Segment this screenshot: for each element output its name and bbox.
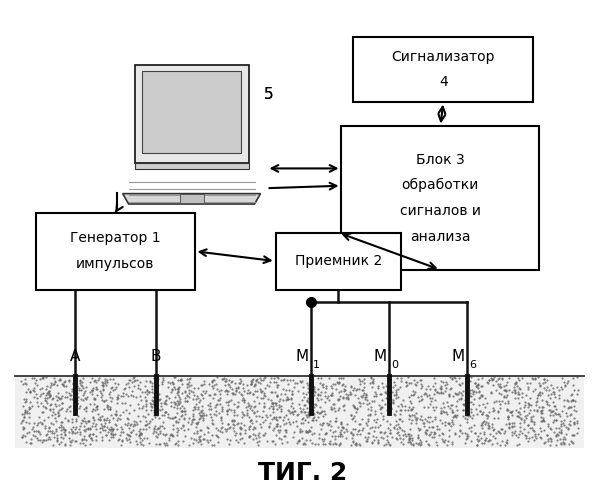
Text: В: В — [151, 348, 161, 364]
Polygon shape — [123, 194, 261, 204]
Text: М: М — [452, 348, 465, 364]
Text: 1: 1 — [313, 360, 320, 370]
FancyBboxPatch shape — [180, 194, 204, 202]
Text: 5: 5 — [264, 87, 273, 102]
Text: импульсов: импульсов — [76, 257, 154, 271]
Text: 5: 5 — [264, 87, 273, 102]
Text: А: А — [70, 348, 80, 364]
FancyBboxPatch shape — [353, 38, 533, 102]
Text: Приемник 2: Приемник 2 — [295, 254, 382, 268]
Text: 0: 0 — [391, 360, 398, 370]
FancyBboxPatch shape — [135, 64, 249, 164]
FancyBboxPatch shape — [142, 70, 241, 152]
Text: 4: 4 — [439, 76, 448, 90]
Text: М: М — [374, 348, 387, 364]
Text: ΤИГ. 2: ΤИГ. 2 — [258, 461, 347, 485]
FancyBboxPatch shape — [36, 213, 195, 290]
Text: сигналов и: сигналов и — [400, 204, 481, 218]
Text: Генератор 1: Генератор 1 — [70, 232, 160, 245]
FancyBboxPatch shape — [135, 164, 249, 170]
Text: М: М — [296, 348, 309, 364]
Text: анализа: анализа — [410, 230, 471, 243]
Text: Сигнализатор: Сигнализатор — [391, 50, 495, 64]
Text: 6: 6 — [469, 360, 476, 370]
FancyBboxPatch shape — [275, 232, 401, 289]
Text: Блок 3: Блок 3 — [416, 152, 465, 166]
Bar — [15, 376, 584, 448]
Text: обработки: обработки — [402, 178, 479, 192]
FancyBboxPatch shape — [341, 126, 539, 270]
